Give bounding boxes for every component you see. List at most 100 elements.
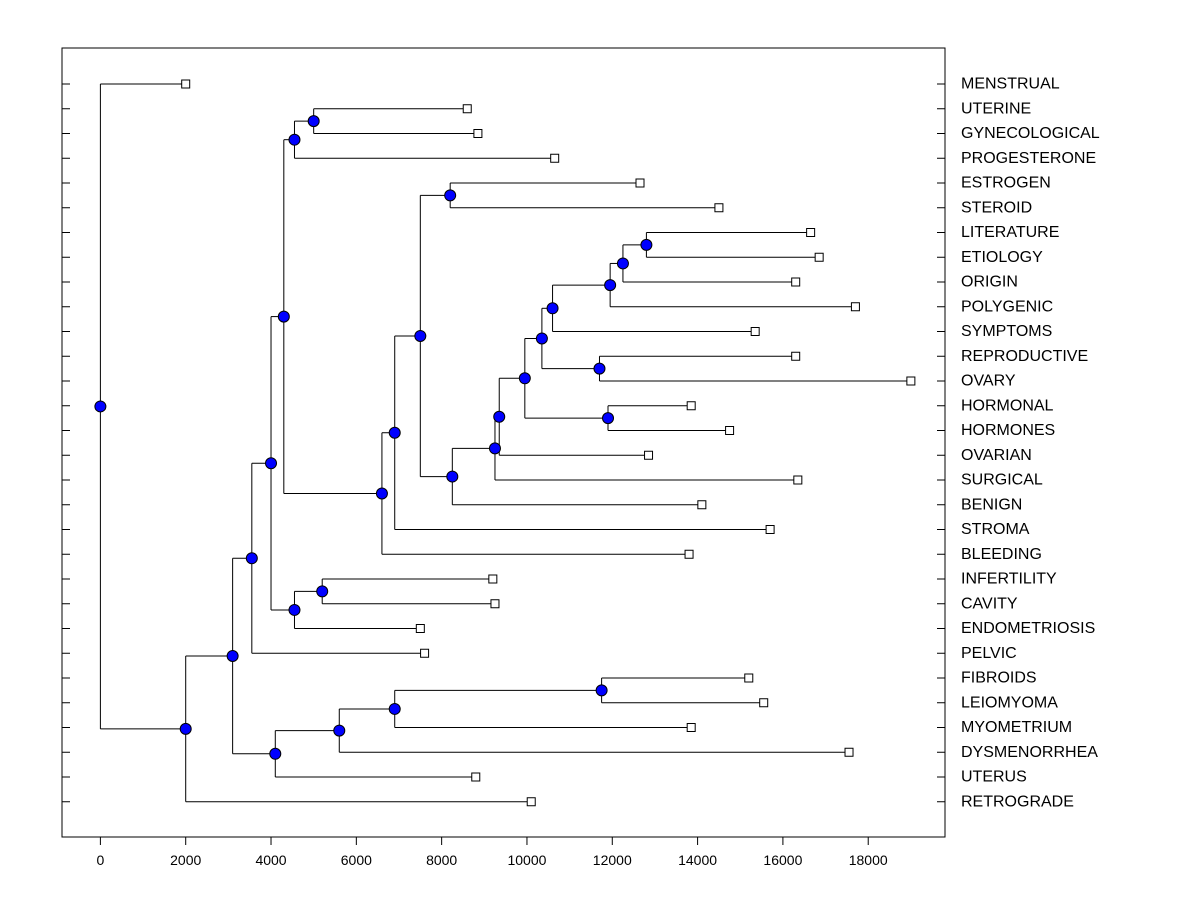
leaf-marker-leiomyoma [759,698,769,708]
leaf-marker-cavity [490,599,500,609]
merge-node-m26 [269,747,282,760]
leaf-label-ovary: OVARY [961,373,1016,390]
leaf-label-symptoms: SYMPTOMS [961,323,1052,340]
leaf-label-polygenic: POLYGENIC [961,298,1053,315]
x-tick-label: 18000 [849,852,888,868]
leaf-marker-gynecological [473,129,483,138]
merge-node-m23 [595,684,608,697]
merge-node-m11 [518,372,531,385]
y-tick-marks [62,83,945,803]
x-tick-label: 0 [96,852,104,868]
x-tick-label: 4000 [255,852,286,868]
leaf-marker-endometriosis [415,624,425,633]
merge-node-m28 [179,722,192,735]
leaf-marker-benign [697,500,707,510]
merge-node-m2 [288,133,301,146]
leaf-marker-bleeding [684,549,694,559]
leaf-label-hormonal: HORMONAL [961,397,1054,414]
leaf-marker-uterus [471,772,481,782]
merge-node-m25 [333,724,346,737]
merge-node-m17 [375,487,388,500]
leaf-markers [181,79,916,807]
leaf-marker-origin [791,277,801,287]
dendrogram-links [99,83,911,803]
leaf-label-stroma: STROMA [961,521,1030,538]
leaf-label-bleeding: BLEEDING [961,546,1042,563]
x-tick-label: 12000 [593,852,632,868]
leaf-label-hormones: HORMONES [961,422,1055,439]
x-tick-label: 14000 [678,852,717,868]
merge-node-m7 [546,302,559,315]
merge-node-m8 [593,362,606,375]
x-tick-label: 16000 [763,852,802,868]
leaf-label-estrogen: ESTROGEN [961,175,1051,192]
leaf-label-surgical: SURGICAL [961,472,1043,489]
merge-node-m19 [316,585,329,598]
leaf-label-reproductive: REPRODUCTIVE [961,348,1088,365]
leaf-label-dysmenorrhea: DYSMENORRHEA [961,744,1098,761]
leaf-label-gynecological: GYNECOLOGICAL [961,125,1100,142]
leaf-label-steroid: STEROID [961,199,1032,216]
leaf-label-retrograde: RETROGRADE [961,793,1074,810]
leaf-label-progesterone: PROGESTERONE [961,150,1096,167]
merge-node-m24 [388,702,401,715]
leaf-label-infertility: INFERTILITY [961,571,1057,588]
leaf-label-etiology: ETIOLOGY [961,249,1043,266]
leaf-label-ovarian: OVARIAN [961,447,1032,464]
leaf-marker-infertility [488,574,498,584]
leaf-label-endometriosis: ENDOMETRIOSIS [961,620,1095,637]
leaf-label-fibroids: FIBROIDS [961,670,1037,687]
leaf-label-menstrual: MENSTRUAL [961,76,1060,93]
leaf-label-benign: BENIGN [961,496,1022,513]
x-tick-label: 10000 [507,852,546,868]
merge-node-m1 [307,115,320,128]
merge-node-m22 [245,552,258,565]
merge-node-m18 [277,310,290,323]
leaf-marker-surgical [793,475,803,485]
merge-node-m27 [226,650,239,663]
plot-frame [61,47,946,838]
leaf-labels: MENSTRUAL UTERINE GYNECOLOGICAL PROGESTERON… [961,76,1100,811]
leaf-marker-fibroids [744,673,754,683]
leaf-marker-retrograde [526,797,536,807]
merge-node-m14 [446,470,459,483]
merge-node-m5 [616,257,629,270]
leaf-label-cavity: CAVITY [961,595,1018,612]
merge-node-markers [94,115,653,760]
leaf-label-uterine: UTERINE [961,100,1031,117]
merge-node-m9 [535,332,548,345]
leaf-marker-ovary [906,376,916,386]
x-tick-label: 2000 [170,852,201,868]
leaf-marker-ovarian [644,450,654,460]
merge-node-m21 [265,457,278,470]
leaf-label-literature: LITERATURE [961,224,1059,241]
merge-node-m3 [444,189,457,202]
x-tick-label: 6000 [341,852,372,868]
leaf-marker-dysmenorrhea [844,747,854,757]
merge-node-m15 [414,329,427,342]
leaf-marker-estrogen [635,178,645,188]
x-axis: 0 2000 4000 6000 8000 10000 12000 14000 16000 180… [96,837,888,868]
leaf-label-pelvic: PELVIC [961,645,1017,662]
merge-node-m10 [602,412,615,425]
leaf-marker-symptoms [750,327,760,336]
leaf-marker-steroid [714,203,724,213]
leaf-label-origin: ORIGIN [961,274,1018,291]
merge-node-m29 [94,400,107,413]
merge-node-m13 [488,442,501,455]
leaf-marker-polygenic [850,302,860,312]
leaf-marker-pelvic [420,648,430,658]
leaf-marker-stroma [765,525,775,534]
x-tick-label: 8000 [426,852,457,868]
leaf-marker-myometrium [686,723,696,732]
leaf-marker-uterine [462,104,472,114]
leaf-label-myometrium: MYOMETRIUM [961,719,1072,736]
leaf-label-leiomyoma: LEIOMYOMA [961,694,1058,711]
leaf-marker-literature [806,228,816,237]
leaf-marker-progesterone [550,153,560,163]
leaf-label-uterus: UTERUS [961,769,1027,786]
merge-node-m16 [388,426,401,439]
leaf-marker-etiology [814,252,824,262]
leaf-marker-menstrual [181,79,191,89]
